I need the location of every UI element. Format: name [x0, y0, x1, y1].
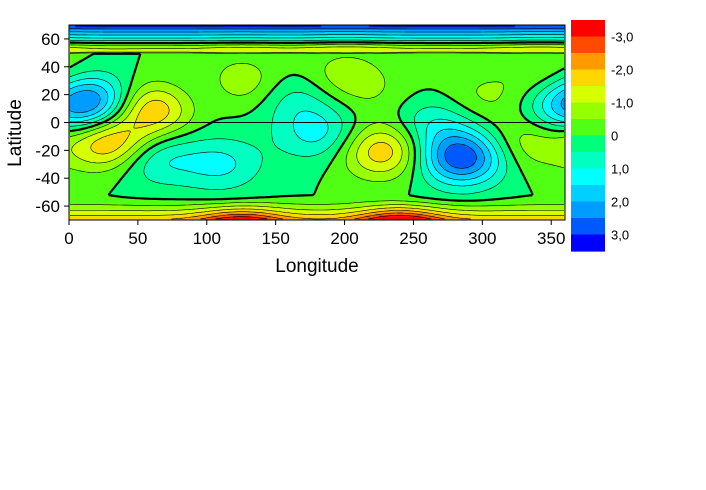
- colorbar-swatch: [571, 20, 605, 38]
- x-tick-label: 200: [330, 229, 358, 248]
- colorbar-swatch: [571, 234, 605, 252]
- colorbar-swatch: [571, 218, 605, 236]
- colorbar-label: 3,0: [611, 228, 629, 243]
- colorbar-label: 0: [611, 129, 618, 144]
- colorbar-swatch: [571, 36, 605, 54]
- contour-line: [69, 39, 565, 195]
- x-tick-label: 100: [193, 229, 221, 248]
- colorbar-swatch: [571, 102, 605, 120]
- colorbar-label: -1,0: [611, 96, 633, 111]
- y-tick-label: -40: [35, 169, 60, 188]
- colorbar-label: 2,0: [611, 195, 629, 210]
- contour-line: [200, 212, 445, 220]
- colorbar-swatch: [571, 168, 605, 186]
- colorbar-label: -3,0: [611, 30, 633, 45]
- x-tick-label: 50: [128, 229, 147, 248]
- contour-line: [171, 210, 471, 220]
- y-tick-label: 60: [41, 30, 60, 49]
- y-tick-label: 20: [41, 86, 60, 105]
- y-axis: 60 40 20 0 -20 -40 -60: [35, 30, 69, 216]
- colorbar-swatch: [571, 185, 605, 203]
- x-tick-label: 250: [399, 229, 427, 248]
- x-axis: 0 50 100 150 200 250 300 350: [64, 220, 565, 248]
- x-axis-title: Longitude: [275, 256, 358, 277]
- contour-line: [69, 34, 565, 181]
- contour-line: [70, 99, 564, 216]
- y-tick-label: 0: [51, 114, 60, 133]
- colorbar-label: 1,0: [611, 162, 629, 177]
- contour-line: [215, 215, 431, 220]
- y-tick-label: -20: [35, 141, 60, 160]
- contour-line: [69, 46, 565, 212]
- y-tick-label: 40: [41, 58, 60, 77]
- contour-line: [69, 44, 565, 207]
- y-tick-label: -60: [35, 197, 60, 216]
- x-tick-label: 0: [64, 229, 73, 248]
- colorbar-swatch: [571, 86, 605, 104]
- colorbar-label: -2,0: [611, 63, 633, 78]
- contour-line: [69, 37, 565, 187]
- colorbar-swatch: [571, 201, 605, 219]
- x-tick-label: 350: [537, 229, 565, 248]
- contour-lines: [69, 25, 565, 220]
- contour-line: [70, 28, 564, 169]
- colorbar-swatch: [571, 135, 605, 153]
- colorbar-swatch: [571, 119, 605, 137]
- y-axis-title: Latitude: [5, 99, 26, 167]
- contour-line: [69, 31, 565, 175]
- colorbar-swatch: [571, 69, 605, 87]
- colorbar-swatch: [571, 152, 605, 170]
- colorbar: -3,0 -2,0 -1,0 0 1,0 2,0 3,0: [571, 20, 633, 252]
- colorbar-swatch: [571, 53, 605, 71]
- zero-contour-line: [69, 41, 565, 202]
- x-tick-label: 300: [468, 229, 496, 248]
- x-tick-label: 150: [261, 229, 289, 248]
